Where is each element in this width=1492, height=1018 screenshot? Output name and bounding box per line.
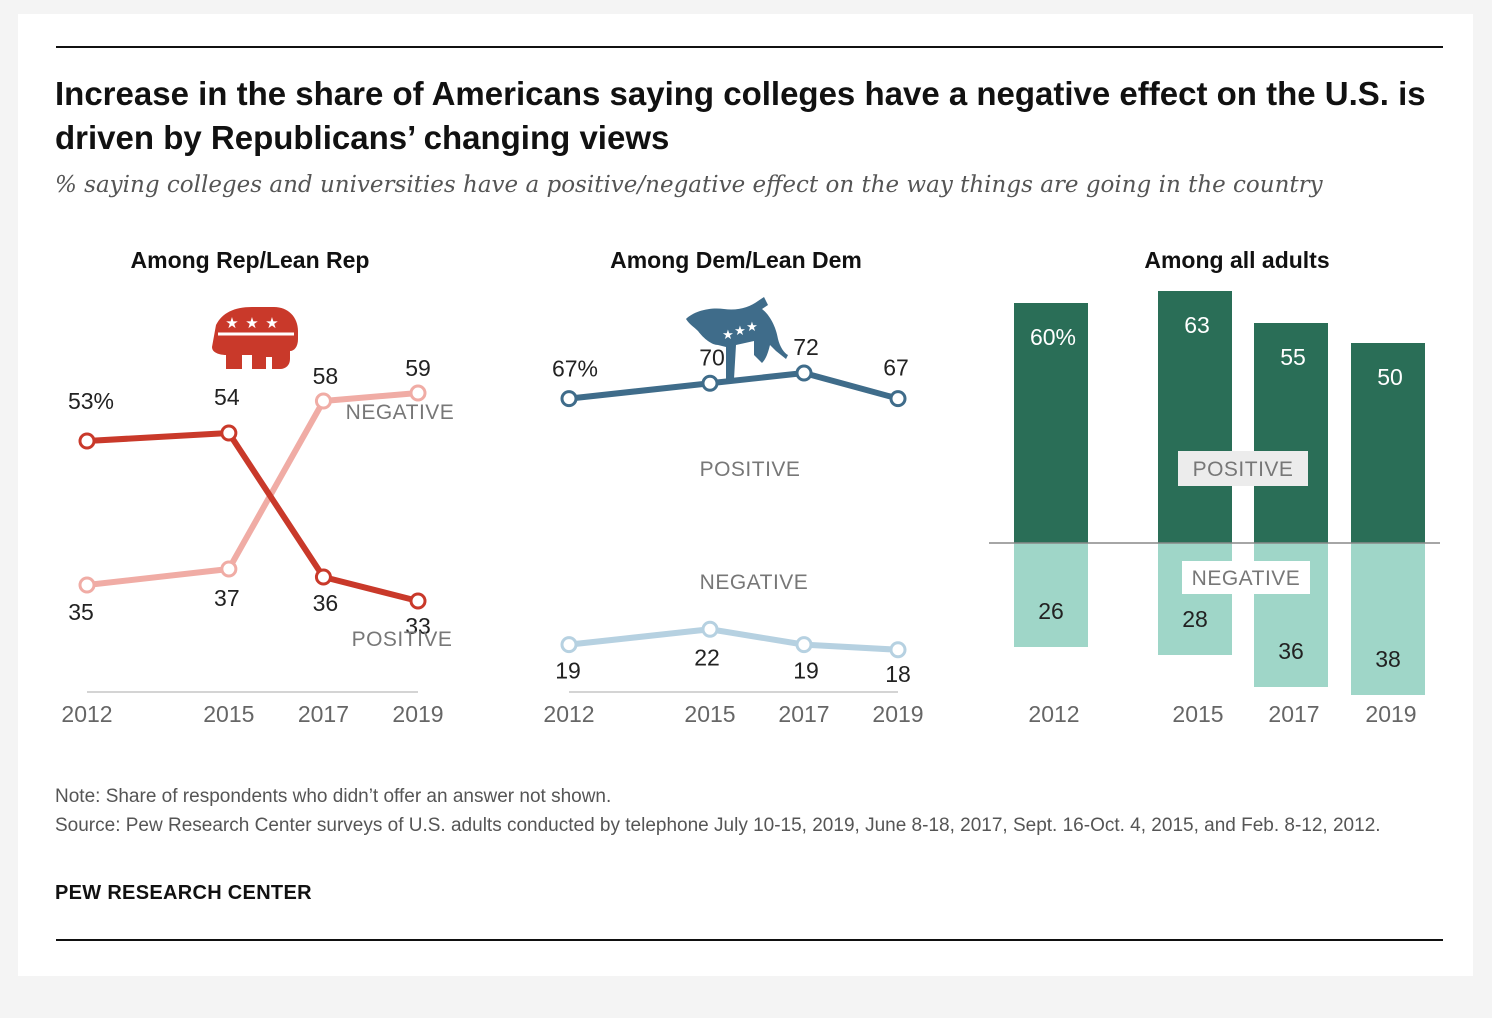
rep-x-label-2015: 2015 (203, 701, 254, 727)
all-negative-value-2015: 28 (1182, 606, 1208, 632)
donkey-star-icon: ★ (734, 323, 746, 338)
all-positive-value-2015: 63 (1184, 312, 1210, 338)
rep-negative-point-2012 (78, 576, 96, 594)
all-x-label-2017: 2017 (1268, 701, 1319, 727)
all-negative-bar-2019 (1351, 543, 1425, 695)
rep-positive-series-label: POSITIVE (352, 628, 453, 651)
all-negative-value-2019: 38 (1375, 646, 1401, 672)
all-positive-series-label: POSITIVE (1193, 458, 1294, 481)
dem-positive-point-2015 (701, 374, 719, 392)
rep-positive-line (84, 430, 421, 604)
dem-negative-point-2012 (560, 636, 578, 654)
all-positive-value-2017: 55 (1280, 344, 1306, 370)
dem-x-label-2017: 2017 (778, 701, 829, 727)
dem-positive-label-2019: 67 (883, 355, 909, 381)
dem-negative-label-2012: 19 (555, 658, 581, 684)
rep-positive-point-2015 (220, 424, 238, 442)
all-positive-value-2012: 60% (1030, 324, 1076, 350)
all-positive-label-box (1178, 451, 1308, 486)
dem-positive-point-2012 (560, 390, 578, 408)
dem-x-label-2012: 2012 (543, 701, 594, 727)
dem-negative-point-2015 (701, 620, 719, 638)
elephant-star-icon: ★ (245, 315, 258, 332)
elephant-body-shape (212, 307, 298, 369)
all-positive-value-2019: 50 (1377, 364, 1403, 390)
all-negative-label-box (1182, 561, 1310, 594)
top-rule (56, 46, 1443, 48)
organization-name: PEW RESEARCH CENTER (55, 882, 312, 904)
all-negative-bar-2015 (1158, 543, 1232, 655)
all-negative-series-label: NEGATIVE (1192, 567, 1301, 590)
rep-positive-label-2015: 54 (214, 384, 240, 410)
rep-negative-label-2015: 37 (214, 585, 240, 611)
dem-positive-label-2017: 72 (793, 334, 819, 360)
dem-panel-title: Among Dem/Lean Dem (610, 247, 862, 273)
dem-positive-label-2015: 70 (699, 344, 725, 370)
dem-positive-label-2012: 67% (552, 356, 598, 382)
republican-elephant-icon: ★ ★ ★ (212, 307, 298, 369)
rep-negative-point-2019 (409, 384, 427, 402)
all-x-label-2015: 2015 (1172, 701, 1223, 727)
all-x-label-2012: 2012 (1028, 701, 1079, 727)
dem-positive-point-2017 (795, 364, 813, 382)
rep-positive-label-2012: 53% (68, 388, 114, 414)
dem-positive-series-label: POSITIVE (700, 458, 801, 481)
all-panel-title: Among all adults (1144, 247, 1329, 273)
democratic-donkey-icon: ★ ★ ★ (686, 297, 788, 379)
rep-negative-label-2017: 58 (313, 363, 339, 389)
rep-negative-point-2017 (314, 392, 332, 410)
elephant-star-icon: ★ (225, 315, 238, 332)
dem-negative-line (566, 626, 901, 653)
chart-title: Increase in the share of Americans sayin… (55, 75, 1426, 156)
dem-positive-line (566, 370, 901, 402)
all-negative-value-2017: 36 (1278, 638, 1304, 664)
donkey-star-icon: ★ (722, 327, 734, 342)
all-positive-bar-2019 (1351, 343, 1425, 543)
dem-negative-point-2019 (889, 641, 907, 659)
all-negative-bar-2012 (1014, 543, 1088, 647)
rep-x-label-2017: 2017 (298, 701, 349, 727)
all-positive-bar-2017 (1254, 323, 1328, 543)
rep-negative-point-2015 (220, 560, 238, 578)
all-positive-bar-2012 (1014, 303, 1088, 543)
bottom-rule (56, 939, 1443, 941)
dem-x-label-2015: 2015 (684, 701, 735, 727)
dem-positive-point-2019 (889, 390, 907, 408)
all-positive-bar-2015 (1158, 291, 1232, 543)
rep-negative-series-label: NEGATIVE (346, 401, 455, 424)
rep-panel-title: Among Rep/Lean Rep (131, 247, 370, 273)
rep-x-label-2019: 2019 (392, 701, 443, 727)
rep-positive-point-2012 (78, 432, 96, 450)
dem-negative-label-2017: 19 (793, 658, 819, 684)
rep-positive-point-2017 (314, 568, 332, 586)
dem-negative-label-2019: 18 (885, 661, 911, 687)
dem-negative-label-2015: 22 (694, 644, 720, 670)
rep-x-label-2012: 2012 (61, 701, 112, 727)
rep-positive-point-2019 (409, 592, 427, 610)
rep-negative-line (84, 390, 421, 588)
dem-x-label-2019: 2019 (872, 701, 923, 727)
rep-negative-label-2012: 35 (68, 599, 94, 625)
all-negative-value-2012: 26 (1038, 598, 1064, 624)
all-x-label-2019: 2019 (1365, 701, 1416, 727)
elephant-star-icon: ★ (265, 315, 278, 332)
dem-negative-point-2017 (795, 636, 813, 654)
chart-note: Note: Share of respondents who didn’t of… (55, 786, 612, 807)
donkey-star-icon: ★ (746, 319, 758, 334)
rep-positive-label-2019: 33 (405, 613, 431, 639)
dem-negative-series-label: NEGATIVE (700, 571, 809, 594)
chart-source: Source: Pew Research Center surveys of U… (55, 815, 1381, 836)
rep-positive-label-2017: 36 (313, 590, 339, 616)
rep-negative-label-2019: 59 (405, 355, 431, 381)
donkey-body-shape (686, 297, 788, 379)
chart-subtitle: % saying colleges and universities have … (55, 172, 1323, 198)
